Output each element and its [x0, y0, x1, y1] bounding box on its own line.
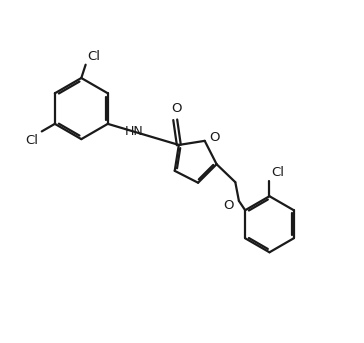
Text: O: O	[223, 199, 234, 212]
Text: Cl: Cl	[87, 50, 100, 63]
Text: HN: HN	[125, 125, 144, 138]
Text: Cl: Cl	[271, 166, 284, 179]
Text: Cl: Cl	[25, 134, 38, 147]
Text: O: O	[209, 131, 219, 144]
Text: O: O	[171, 103, 182, 116]
